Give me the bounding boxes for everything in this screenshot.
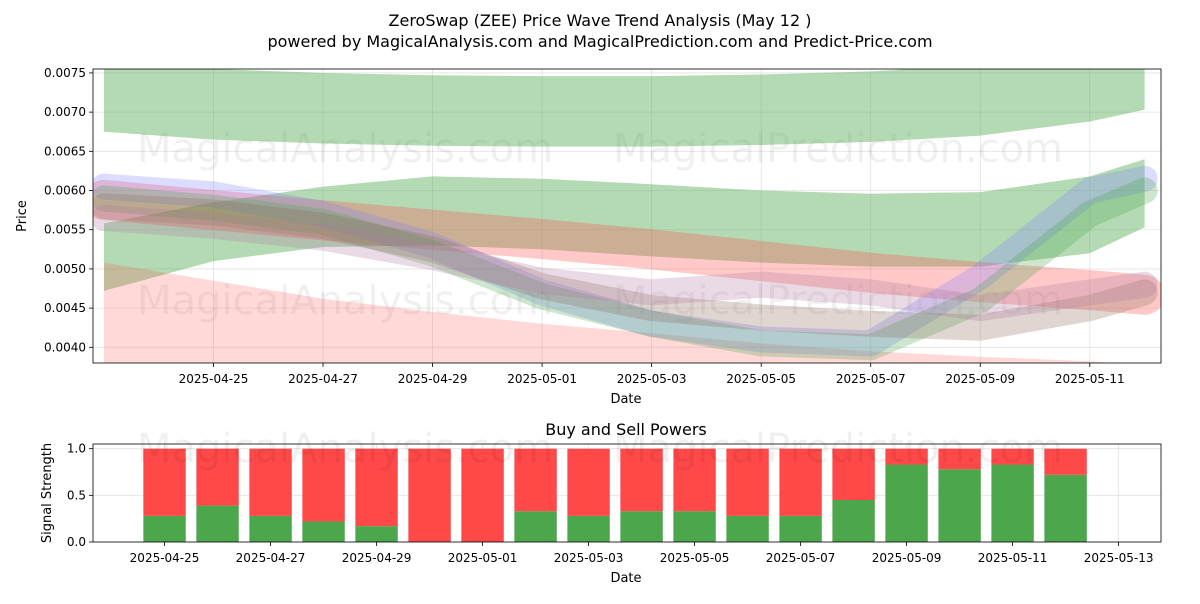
powers-x-tick-label: 2025-05-13 (1084, 551, 1154, 565)
price-x-tick-label: 2025-04-29 (398, 372, 468, 386)
powers-bars (143, 448, 1087, 542)
sell-bar (1044, 448, 1087, 475)
buy-bar (726, 515, 769, 542)
price-bands (93, 69, 1161, 363)
powers-x-label: Date (610, 571, 641, 586)
price-x-tick-label: 2025-05-09 (945, 372, 1015, 386)
powers-x-tick-label: 2025-04-29 (342, 551, 412, 565)
price-y-tick-label: 0.0055 (44, 223, 86, 237)
buy-bar (832, 500, 875, 542)
buy-bar (567, 515, 610, 542)
sell-bar (779, 448, 822, 516)
powers-watermarks: MagicalAnalysis.com MagicalPrediction.co… (137, 426, 1063, 472)
price-wave-line (93, 177, 1158, 361)
buy-bar (991, 464, 1034, 542)
powers-x-tick-label: 2025-05-05 (660, 551, 730, 565)
sell-bar (302, 448, 345, 522)
sell-bar (355, 448, 398, 527)
price-x-tick-label: 2025-04-27 (288, 372, 358, 386)
buy-bar (673, 511, 716, 542)
sell-bar (620, 448, 663, 512)
buy-bar (938, 469, 981, 542)
sell-bar (143, 448, 186, 516)
sell-bar (249, 448, 292, 516)
powers-x-tick-label: 2025-04-27 (236, 551, 306, 565)
watermark-analysis: MagicalAnalysis.com (137, 426, 553, 472)
price-y-tick-label: 0.0065 (44, 144, 86, 158)
price-band-area (104, 262, 1118, 363)
powers-y-tick-label: 0.0 (67, 535, 86, 549)
buy-bar (885, 464, 928, 542)
powers-title: Buy and Sell Powers (545, 420, 707, 439)
sell-bar (461, 448, 504, 542)
watermark-prediction: MagicalPrediction.com (613, 126, 1063, 172)
price-grid (93, 69, 1161, 363)
powers-x-tick-label: 2025-05-09 (872, 551, 942, 565)
price-y-tick-label: 0.0070 (44, 105, 86, 119)
powers-y-tick-label: 1.0 (67, 442, 86, 456)
buy-bar (143, 515, 186, 542)
price-x-tick-label: 2025-05-07 (836, 372, 906, 386)
sell-bar (567, 448, 610, 516)
chart-title: ZeroSwap (ZEE) Price Wave Trend Analysis… (389, 11, 812, 30)
price-wave-line (93, 165, 1158, 357)
price-y-tick-label: 0.0040 (44, 340, 86, 354)
watermark-analysis: MagicalAnalysis.com (137, 126, 553, 172)
price-x-tick-label: 2025-05-01 (507, 372, 577, 386)
chart-subtitle: powered by MagicalAnalysis.com and Magic… (267, 32, 932, 51)
price-x-ticks: 2025-04-25 2025-04-27 2025-04-29 2025-05-01… (179, 363, 1125, 386)
powers-y-label: Signal Strength (40, 443, 55, 543)
powers-x-tick-label: 2025-05-01 (448, 551, 518, 565)
powers-axes-frame (92, 443, 1162, 543)
powers-x-tick-label: 2025-05-03 (554, 551, 624, 565)
price-x-tick-label: 2025-05-05 (726, 372, 796, 386)
powers-y-ticks: 0.0 0.5 1.0 (67, 442, 93, 549)
price-y-tick-label: 0.0075 (44, 66, 86, 80)
buy-bar (514, 511, 557, 542)
price-band-area (104, 159, 1145, 291)
price-y-label: Price (15, 200, 30, 232)
buy-bar (620, 511, 663, 542)
price-x-tick-label: 2025-05-11 (1055, 372, 1125, 386)
price-x-label: Date (610, 392, 641, 407)
price-band-area (104, 69, 1145, 147)
watermark-prediction: MagicalPrediction.com (613, 426, 1063, 472)
buy-bar (1044, 474, 1087, 542)
sell-bar (726, 448, 769, 516)
price-x-tick-label: 2025-05-03 (617, 372, 687, 386)
powers-x-tick-label: 2025-05-11 (978, 551, 1048, 565)
price-y-tick-label: 0.0045 (44, 301, 86, 315)
powers-y-tick-label: 0.5 (67, 488, 86, 502)
price-band-line (93, 179, 1161, 315)
price-x-tick-label: 2025-04-25 (179, 372, 249, 386)
price-y-tick-label: 0.0060 (44, 184, 86, 198)
watermark-analysis: MagicalAnalysis.com (137, 278, 553, 324)
buy-bar (355, 526, 398, 542)
buy-bar (779, 515, 822, 542)
sell-bar (673, 448, 716, 512)
sell-bar (832, 448, 875, 500)
sell-bar (938, 448, 981, 470)
buy-bar (196, 505, 239, 542)
sell-bar (196, 448, 239, 506)
price-wave-line (93, 193, 1158, 341)
sell-bar (991, 448, 1034, 465)
price-wave-line (93, 205, 1158, 322)
powers-x-ticks: 2025-04-25 2025-04-27 2025-04-29 2025-05-01… (130, 542, 1154, 565)
sell-bar (885, 448, 928, 465)
buy-bar (302, 521, 345, 542)
sell-bar (514, 448, 557, 512)
sell-bar (408, 448, 451, 542)
price-y-tick-label: 0.0050 (44, 262, 86, 276)
watermark-prediction: MagicalPrediction.com (613, 278, 1063, 324)
price-y-ticks: 0.0040 0.0045 0.0050 0.0055 0.0060 0.0065 0.00… (44, 66, 93, 354)
price-axes-frame (92, 68, 1162, 364)
powers-x-tick-label: 2025-05-07 (766, 551, 836, 565)
powers-x-tick-label: 2025-04-25 (130, 551, 200, 565)
buy-bar (249, 515, 292, 542)
price-watermarks: MagicalAnalysis.com MagicalPrediction.co… (137, 126, 1063, 324)
